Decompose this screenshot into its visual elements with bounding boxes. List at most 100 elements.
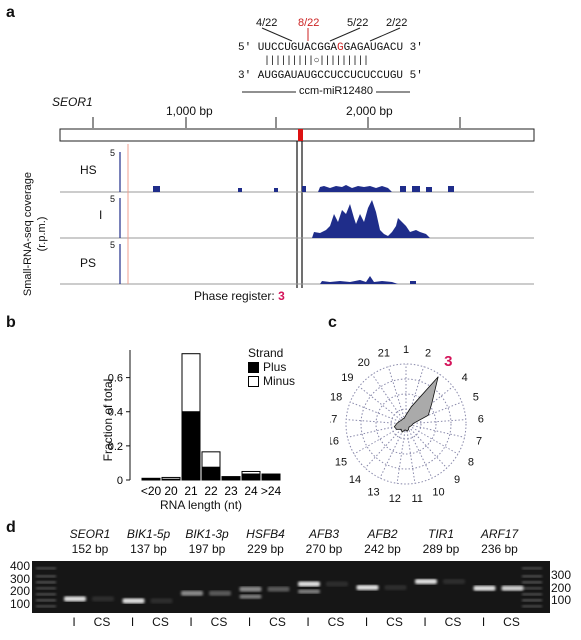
gene-header-size: 197 bp: [188, 542, 226, 556]
radar-spoke: [405, 423, 465, 438]
gene-header-size: 229 bp: [247, 542, 284, 556]
gel-lane-label: CS: [503, 615, 520, 629]
marker-label: 300: [9, 571, 30, 586]
gel-gene-header: BIK1-5p 137 bp: [114, 527, 184, 557]
marker-label: 100: [551, 593, 572, 607]
marker-band: [522, 581, 542, 584]
x-tick-label: <20: [141, 484, 162, 498]
radar-category-label: 14: [349, 474, 361, 486]
gel-band-cs: [92, 596, 114, 602]
target-sequence: 5′ UUCCUGUACGGAGGAGAUGACU 3′: [238, 42, 423, 54]
gene-header-name: ARF17: [480, 527, 519, 541]
radar-spoke: [379, 423, 407, 479]
gene-header-name: BIK1-5p: [126, 527, 171, 541]
bar-minus: [241, 470, 261, 475]
gene-header-name: AFB3: [308, 527, 339, 541]
marker-label: 200: [9, 584, 30, 598]
marker-band: [36, 593, 56, 596]
gel-lane-labels: I CS I CS I CS I CS I CS I CS I CS I CS: [0, 615, 581, 635]
marker-labels-right: 300 200 100: [551, 569, 581, 607]
coverage-ps: [320, 276, 416, 284]
gel-band-cs: [443, 579, 465, 585]
gene-header-size: 152 bp: [71, 542, 109, 556]
radar-spoke: [349, 401, 407, 425]
radar-category-label: 19: [341, 372, 353, 384]
gel-gene-headers: SEOR1 152 bp BIK1-5p 137 bp BIK1-3p 197 bp HSF…: [0, 527, 581, 563]
radar-chart-phase: 123456789101112131415161718192021: [330, 344, 484, 505]
legend-label-plus: Plus: [263, 360, 287, 374]
gel-background: [32, 561, 550, 613]
gel-lane-label: CS: [269, 615, 286, 629]
gel-band-i: [181, 590, 203, 596]
gel-lane-label: CS: [386, 615, 403, 629]
gene-header-size: 137 bp: [130, 542, 167, 556]
coverage-ylabel: Small-RNA-seq coverage (r.p.m.): [21, 159, 49, 309]
coverage-ylabel-line2: (r.p.m.): [36, 216, 48, 252]
marker-band: [36, 599, 56, 602]
mismatch-count-3: 5/22: [347, 17, 369, 29]
panel-label-a: a: [6, 4, 15, 21]
radar-category-label: 18: [330, 392, 342, 404]
x-tick-label: 20: [164, 484, 178, 498]
marker-label: 300: [551, 568, 572, 582]
y-tick-label: 0.2: [108, 441, 123, 453]
y-tick-label: 0: [117, 475, 123, 487]
marker-band: [522, 587, 542, 590]
legend-label-minus: Minus: [263, 374, 296, 388]
radar-spoke: [405, 423, 416, 484]
gel-lane-label: I: [130, 615, 135, 629]
legend-swatch-plus: [248, 361, 259, 373]
gene-header-size: 270 bp: [305, 542, 343, 556]
radar-category-label: 13: [367, 487, 379, 499]
gel-lane-label: CS: [152, 615, 169, 629]
bar-minus: [201, 451, 221, 468]
radar-spoke: [371, 374, 407, 425]
gel-band-cs: [267, 586, 290, 592]
chart-b-legend: Strand Plus Minus: [248, 346, 295, 388]
radar-category-label: 2: [425, 347, 431, 359]
marker-label: 100: [9, 596, 30, 611]
radar-spoke: [346, 419, 407, 425]
gene-header-size: 236 bp: [481, 542, 518, 556]
mismatch-count-4: 2/22: [386, 17, 408, 29]
legend-item-minus: Minus: [248, 374, 295, 388]
radar-category-label: 12: [389, 493, 401, 505]
radar-spoke: [405, 423, 433, 479]
radar-spoke: [405, 366, 425, 425]
target-seq-prefix: 5′ UUCCUGUACGGA: [238, 42, 338, 54]
radar-spoke: [405, 423, 459, 455]
x-tick-label: 24: [244, 484, 258, 498]
phase-register: Phase register: 3: [194, 289, 285, 303]
gel-lane-label: CS: [327, 615, 345, 629]
marker-band: [522, 593, 542, 596]
x-tick-label: 21: [184, 484, 198, 498]
phase-register-value: 3: [278, 289, 285, 303]
gel-band-i: [64, 596, 86, 602]
legend-item-plus: Plus: [248, 360, 295, 374]
gel-lane-label: I: [423, 615, 427, 629]
radar-spoke: [405, 386, 454, 425]
mismatch-count-2: 8/22: [298, 17, 320, 29]
gel-gene-header: HSFB4 229 bp: [231, 527, 301, 557]
gel-band-cs: [501, 585, 524, 591]
marker-labels-left: 400 300 200 100: [4, 560, 30, 610]
pairing-symbols: |||||||||○|||||||||: [264, 56, 369, 67]
radar-category-label: 10: [432, 487, 444, 499]
radar-spoke: [405, 401, 463, 425]
bar-plus: [241, 473, 261, 481]
radar-grid-ring: [345, 363, 467, 485]
radar-category-label: 4: [462, 372, 468, 384]
legend-title: Strand: [248, 346, 284, 360]
radar-spoke: [347, 423, 407, 438]
gel-band-i: [298, 581, 320, 587]
track-label-hs: HS: [80, 163, 97, 177]
radar-category-label: 1: [403, 344, 409, 356]
gel-band-cs: [209, 590, 231, 596]
target-seq-suffix: GAGAUGACU 3′: [343, 42, 423, 54]
gel-band-cs: [326, 581, 348, 587]
coverage-figure: [59, 117, 535, 288]
gel-image: [32, 561, 550, 613]
y-tick-label: 0.4: [108, 407, 123, 419]
gene-name: SEOR1: [52, 95, 93, 109]
radar-category-label: 5: [473, 392, 479, 404]
